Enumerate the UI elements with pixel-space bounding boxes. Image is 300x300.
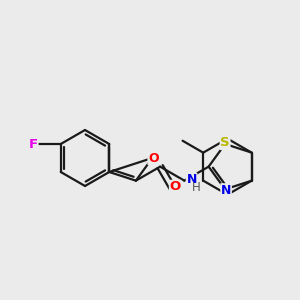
Text: N: N [221,184,231,197]
Text: N: N [186,173,197,186]
Text: H: H [192,181,201,194]
Text: F: F [29,137,38,151]
Text: O: O [169,180,181,194]
Text: O: O [148,152,159,164]
Text: S: S [220,136,230,149]
